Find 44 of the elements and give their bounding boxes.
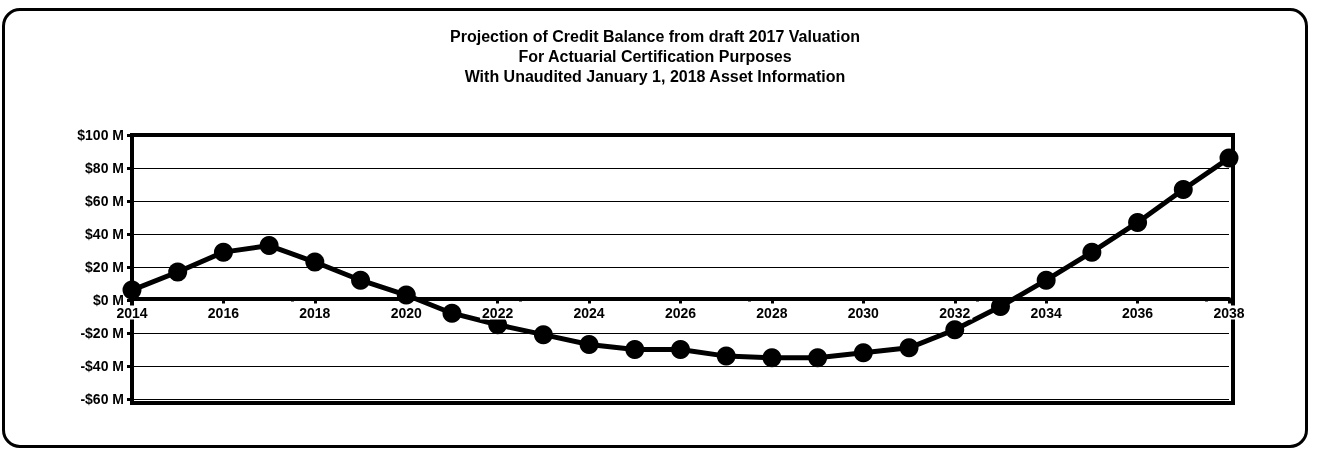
- y-tick-label: $40 M: [85, 226, 124, 242]
- point: [625, 340, 645, 359]
- y-tick-label: $20 M: [85, 259, 124, 275]
- x-tick-label: 2036: [1122, 304, 1154, 321]
- point: [351, 270, 371, 290]
- x-tick-label: 2020: [390, 304, 423, 321]
- point: [671, 340, 690, 359]
- point: [853, 343, 873, 363]
- y-tick-label: $80 M: [85, 160, 124, 176]
- x-tick-label: 2038: [1213, 304, 1245, 321]
- point: [762, 348, 782, 368]
- point: [122, 280, 142, 300]
- point: [1082, 242, 1102, 262]
- y-tick-label: $100 M: [77, 127, 124, 143]
- y-tick-label: $60 M: [85, 193, 124, 209]
- x-tick-label: 2016: [207, 304, 240, 321]
- x-tick-label: 2028: [756, 304, 788, 321]
- point: [213, 242, 233, 262]
- point: [1128, 212, 1148, 232]
- point: [808, 348, 828, 368]
- point: [533, 325, 553, 345]
- point: [1036, 270, 1056, 290]
- point: [945, 320, 965, 340]
- point: [579, 335, 599, 355]
- x-tick-label: 2030: [847, 304, 880, 321]
- x-tick-label: 2034: [1030, 304, 1062, 321]
- y-tick-label: -$60 M: [80, 391, 124, 407]
- y-tick-label: -$20 M: [80, 325, 124, 341]
- chart-title: Projection of Credit Balance from draft 2017 Valuation For Actuarial Certification Purposes With Unaudited January 1, 2018 Asset Information: [450, 27, 860, 85]
- x-tick-label: 2032: [939, 304, 971, 321]
- point: [899, 338, 919, 358]
- x-tick-label: 2024: [573, 304, 605, 321]
- x-tick-label: 2022: [482, 304, 514, 321]
- point: [1219, 148, 1239, 168]
- x-tick-label: 2026: [664, 304, 697, 321]
- point: [442, 303, 462, 323]
- point: [1173, 179, 1193, 199]
- y-tick-label: -$40 M: [80, 358, 124, 374]
- x-tick-label: 2014: [116, 304, 148, 321]
- point: [259, 236, 279, 256]
- x-tick-label: 2018: [299, 304, 331, 321]
- point: [716, 346, 736, 366]
- point: [168, 262, 188, 282]
- point: [305, 252, 325, 272]
